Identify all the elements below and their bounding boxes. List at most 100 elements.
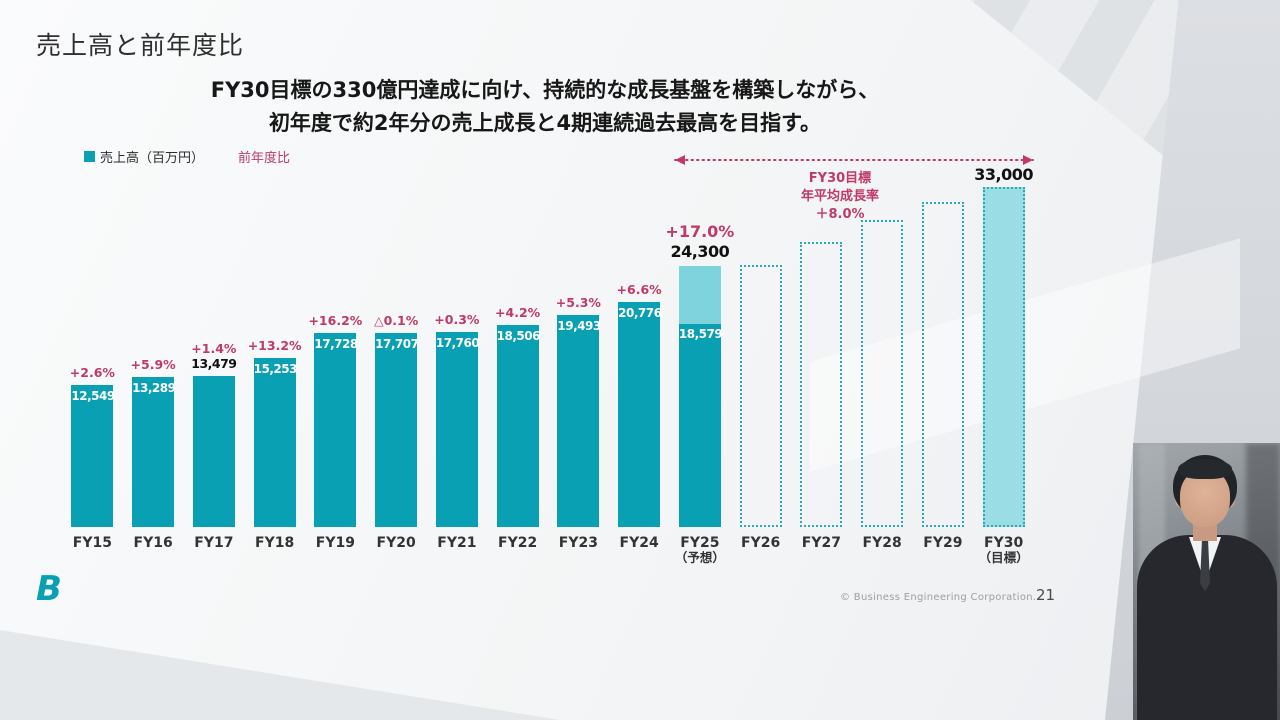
bar-FY15: +2.6% 12,549 (70, 365, 115, 527)
value-label-FY21: 17,760 (435, 336, 480, 350)
slide-title: 売上高と前年度比 (36, 31, 245, 60)
cagr-line-3: ＋8.0% (815, 207, 865, 223)
bar-labels-FY30: 33,000 (974, 165, 1033, 185)
sales-legend-swatch (84, 151, 95, 162)
axis-label-FY22: FY22 (498, 535, 538, 551)
chart-column-FY30: 33,000 FY30 （目標） (973, 110, 1034, 575)
value-label-FY16: 13,289 (132, 381, 176, 395)
chart-column-FY16: +5.9% 13,289 FY16 (123, 110, 184, 575)
chart-column-FY21: +0.3% 17,760 FY21 (427, 110, 488, 575)
bar-FY28 (861, 220, 904, 527)
axis-label-FY26: FY26 (741, 535, 781, 551)
chart-column-FY23: +5.3% 19,493 FY23 (548, 110, 609, 575)
axis-label-FY17: FY17 (194, 535, 234, 551)
bar-labels-FY22: +4.2% (495, 305, 540, 321)
bar-FY22: +4.2% 18,506 (495, 305, 541, 527)
cagr-line-2: 年平均成長率 (800, 189, 879, 205)
bar-labels-FY23: +5.3% (556, 295, 601, 311)
axis-label-FY29: FY29 (923, 535, 963, 551)
bar-labels-FY20: △0.1% (374, 313, 418, 329)
bar-labels-FY24: +6.6% (617, 282, 662, 298)
bar-segment-actual-FY25: 18,579 (678, 324, 723, 527)
axis-label-FY27: FY27 (801, 535, 841, 551)
slide-subtitle: FY30目標の330億円達成に向け、持続的な成長基盤を構築しながら、 初年度で約… (95, 74, 995, 139)
bar-FY21: +0.3% 17,760 (434, 312, 480, 527)
value-label-FY17: 13,479 (191, 356, 237, 372)
chart-column-FY17: +1.4% 13,479 FY17 (184, 110, 245, 575)
yoy-label-FY24: +6.6% (616, 282, 662, 298)
chart-column-FY18: +13.2% 15,253 FY18 (244, 110, 305, 575)
yoy-label-FY20: △0.1% (373, 313, 419, 329)
yoy-label-FY16: +5.9% (130, 357, 176, 373)
axis-label-FY21: FY21 (437, 535, 477, 551)
bar-FY27 (800, 242, 843, 527)
bar-labels-FY21: +0.3% (434, 312, 479, 328)
value-label-FY30: 33,000 (974, 165, 1033, 184)
bar-FY16: +5.9% 13,289 (131, 357, 176, 527)
bar-labels-FY25: +17.0% 24,300 (665, 222, 734, 262)
yoy-label-FY18: +13.2% (247, 338, 302, 354)
bar-labels-FY18: +13.2% (248, 338, 302, 354)
yoy-label-FY25: +17.0% (665, 222, 735, 241)
axis-label-FY23: FY23 (558, 535, 598, 551)
bar-labels-FY17: +1.4% 13,479 (191, 340, 237, 372)
bar-FY19: +16.2% 17,728 (308, 313, 362, 527)
chart-column-FY19: +16.2% 17,728 FY19 (305, 110, 366, 575)
chart-column-FY25: +17.0% 24,300 18,579 FY25 （予想） (665, 110, 734, 575)
bar-FY23: +5.3% 19,493 (556, 295, 601, 527)
axis-label-FY18: FY18 (255, 535, 295, 551)
yoy-label-FY17: +1.4% (191, 340, 237, 356)
bar-FY17: +1.4% 13,479 (191, 341, 237, 527)
chart-column-FY28: FY28 (852, 110, 913, 575)
axis-label-FY28: FY28 (862, 535, 902, 551)
bar-labels-FY15: +2.6% (70, 365, 115, 381)
bar-FY29 (921, 202, 964, 527)
chart-column-FY27: FY27 (791, 110, 852, 575)
presenter-video (1133, 443, 1280, 720)
presenter-tie (1200, 539, 1210, 591)
segment-value-label-FY25: 18,579 (678, 327, 723, 341)
bar-FY18: +13.2% 15,253 (248, 338, 302, 527)
axis-sublabel-FY30: （目標） (978, 550, 1029, 566)
value-label-FY20: 17,707 (375, 337, 419, 351)
yoy-legend-label: 前年度比 (238, 151, 291, 166)
axis-label-FY25: FY25 （予想） (674, 535, 725, 566)
yoy-label-FY15: +2.6% (69, 365, 115, 381)
axis-label-FY16: FY16 (133, 535, 173, 551)
yoy-label-FY21: +0.3% (434, 312, 480, 328)
chart-column-FY22: +4.2% 18,506 FY22 (487, 110, 548, 575)
yoy-label-FY19: +16.2% (308, 313, 363, 329)
value-label-FY19: 17,728 (314, 337, 358, 351)
chart-column-FY20: △0.1% 17,707 FY20 (366, 110, 427, 575)
chart-column-FY29: FY29 (913, 110, 974, 575)
value-label-FY22: 18,506 (496, 329, 541, 343)
axis-label-FY20: FY20 (376, 535, 416, 551)
bar-FY25: +17.0% 24,300 18,579 (665, 222, 734, 527)
chart-column-FY26: FY26 (730, 110, 791, 575)
yoy-label-FY23: +5.3% (555, 295, 601, 311)
bar-labels-FY19: +16.2% (308, 313, 362, 329)
cagr-annotation: FY30目標 年平均成長率 ＋8.0% (763, 170, 917, 225)
axis-label-FY24: FY24 (619, 535, 659, 551)
bar-FY24: +6.6% 20,776 (617, 282, 662, 527)
bar-FY26 (739, 265, 782, 527)
subtitle-line-2: 初年度で約2年分の売上成長と4期連続過去最高を目指す。 (268, 110, 822, 135)
axis-label-FY30: FY30 （目標） (978, 535, 1029, 566)
value-label-FY15: 12,549 (71, 389, 115, 403)
value-label-FY24: 20,776 (618, 306, 662, 320)
sales-legend-label: 売上高（百万円） (100, 151, 205, 166)
chart-column-FY24: +6.6% 20,776 FY24 (609, 110, 670, 575)
cagr-arrow (674, 155, 1034, 165)
axis-sublabel-FY25: （予想） (674, 550, 725, 566)
company-logo: B (36, 569, 62, 609)
chart-legend: 売上高（百万円） 前年度比 (84, 147, 290, 166)
chart-column-FY15: +2.6% 12,549 FY15 (62, 110, 123, 575)
presenter-hair-fringe (1178, 459, 1232, 479)
subtitle-line-1: FY30目標の330億円達成に向け、持続的な成長基盤を構築しながら、 (210, 78, 880, 102)
value-label-FY25: 24,300 (670, 242, 730, 261)
value-label-FY18: 15,253 (253, 362, 298, 376)
page-number: 21 (1036, 586, 1056, 604)
bar-chart: +2.6% 12,549 FY15 +5.9% 13,289 FY16 +1.4% 13,47… (62, 110, 1034, 575)
yoy-label-FY22: +4.2% (495, 305, 541, 321)
